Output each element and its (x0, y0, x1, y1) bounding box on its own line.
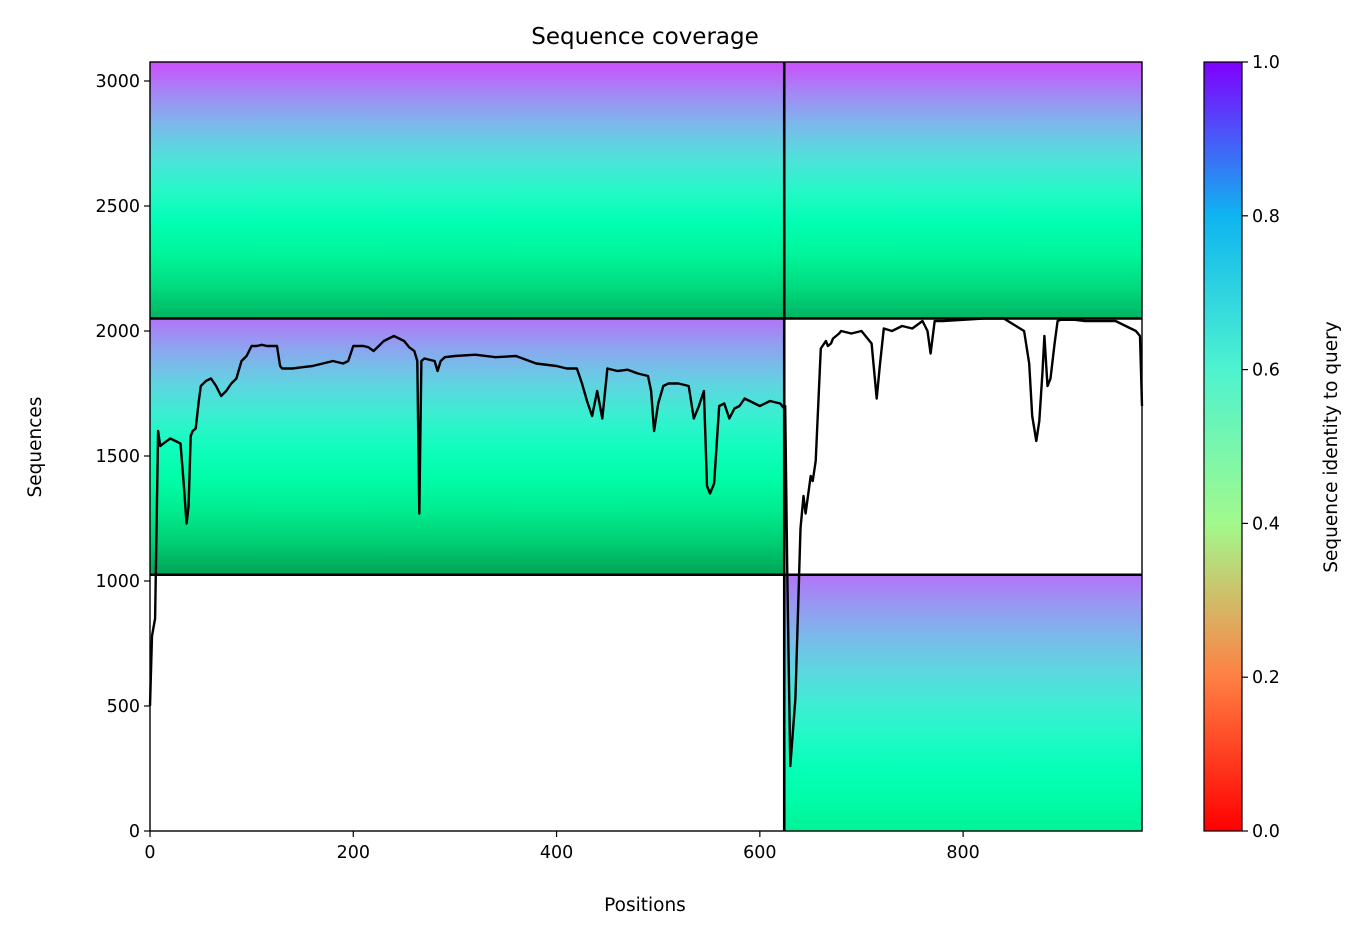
x-tick-label: 600 (743, 843, 776, 863)
colorbar-tick-label: 0.6 (1252, 361, 1280, 381)
msa-block-2 (150, 318, 785, 575)
x-tick-label: 200 (337, 843, 370, 863)
colorbar-tick-label: 0.2 (1252, 668, 1280, 688)
colorbar-tick-label: 1.0 (1252, 53, 1280, 73)
colorbar-tick-label: 0.0 (1252, 822, 1280, 842)
y-tick-label: 500 (107, 697, 140, 717)
msa-block-5 (784, 574, 1142, 831)
chart-title: Sequence coverage (531, 24, 759, 50)
x-tick-label: 800 (946, 843, 979, 863)
x-axis: 0 200 400 600 800 (144, 831, 980, 863)
colorbar: 0.0 0.2 0.4 0.6 0.8 1.0 Sequence identity to … (1203, 53, 1342, 842)
msa-block-0 (150, 62, 785, 319)
x-axis-label: Positions (604, 895, 686, 916)
x-tick-label: 400 (540, 843, 573, 863)
colorbar-ticks: 0.0 0.2 0.4 0.6 0.8 1.0 (1242, 53, 1280, 842)
msa-block-1 (784, 62, 1142, 319)
colorbar-tick-label: 0.4 (1252, 514, 1280, 534)
y-axis: 0 500 1000 1500 2000 2500 3000 (95, 72, 150, 842)
colorbar-label: Sequence identity to query (1321, 321, 1342, 573)
coverage-line (148, 317, 1144, 768)
y-tick-label: 3000 (95, 72, 140, 92)
y-tick-label: 2500 (95, 197, 140, 217)
y-tick-label: 1000 (95, 572, 140, 592)
y-tick-label: 1500 (95, 447, 140, 467)
y-tick-label: 0 (129, 822, 140, 842)
plot-area (148, 61, 1144, 832)
y-axis-label: Sequences (25, 397, 46, 498)
y-tick-label: 2000 (95, 322, 140, 342)
x-tick-label: 0 (144, 843, 155, 863)
colorbar-tick-label: 0.8 (1252, 207, 1280, 227)
colorbar-gradient (1203, 61, 1243, 832)
plot-frame (149, 61, 1143, 832)
